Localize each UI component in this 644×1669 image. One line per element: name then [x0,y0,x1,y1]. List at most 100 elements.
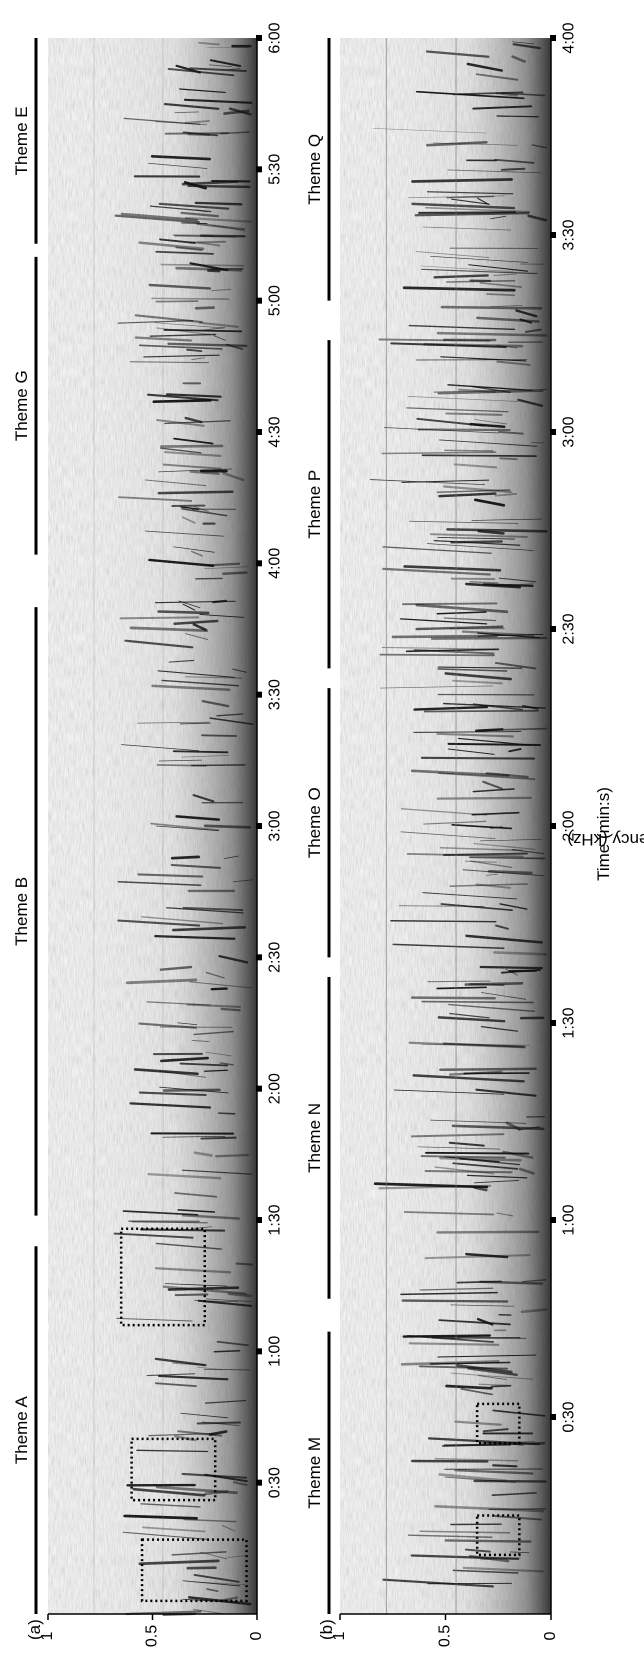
call-stroke [183,1518,237,1523]
call-stroke [408,1342,500,1346]
call-stroke [473,842,536,850]
call-stroke [208,1430,228,1436]
call-stroke [205,1051,232,1057]
call-stroke [219,1062,234,1066]
call-stroke [452,1162,519,1170]
call-stroke [122,1531,208,1540]
call-stroke [439,847,524,852]
call-stroke [453,463,498,469]
highlight-box [140,1538,248,1603]
call-stroke [415,625,504,631]
call-stroke [450,1372,534,1380]
x-tick-label: 3:30 [266,679,283,710]
call-stroke [201,1421,240,1427]
call-stroke [196,209,208,213]
call-stroke [193,1151,213,1157]
call-stroke [174,111,200,114]
low-frequency-band [340,38,551,1614]
call-stroke [474,498,506,507]
call-stroke [402,1334,491,1338]
call-stroke [500,167,526,171]
call-stroke [473,1180,520,1184]
call-stroke [134,336,193,342]
call-stroke [400,1360,500,1366]
call-stroke [213,335,226,341]
call-stroke [480,992,527,1000]
call-stroke [465,934,543,944]
call-stroke [421,1044,530,1046]
call-stroke [438,1319,511,1326]
call-stroke [415,603,509,614]
call-stroke [409,520,519,524]
call-stroke [519,318,533,324]
call-stroke [500,92,546,97]
call-stroke [433,274,489,279]
call-stroke [475,883,512,889]
call-stroke [120,212,199,222]
call-stroke [494,493,518,497]
call-stroke [465,582,522,589]
call-stroke [218,1112,236,1115]
call-stroke [181,1169,253,1175]
call-stroke [140,1228,226,1232]
call-stroke [187,133,211,137]
call-stroke [181,1214,241,1220]
call-stroke [479,965,544,970]
call-stroke [181,507,228,517]
call-stroke [406,853,524,858]
call-stroke [505,1121,521,1131]
call-stroke [427,1437,541,1446]
call-stroke [469,580,499,584]
call-stroke [140,1503,201,1508]
call-stroke [446,528,548,533]
call-stroke [451,1124,545,1131]
x-tick [550,35,556,41]
x-tick [256,1348,262,1355]
x-tick [256,166,262,173]
call-stroke [201,699,230,708]
call-stroke [184,633,209,640]
call-stroke [194,306,215,310]
call-stroke [451,824,513,830]
call-stroke [138,1022,197,1029]
call-stroke [180,506,200,510]
call-stroke [382,1578,494,1588]
call-stroke [400,1291,498,1296]
call-stroke [204,1069,229,1072]
call-stroke [184,216,253,223]
call-stroke [434,1505,545,1513]
call-stroke [158,759,202,762]
call-stroke [426,543,535,551]
call-stroke [138,1559,220,1566]
call-stroke [448,1070,503,1076]
call-stroke [417,1146,501,1150]
call-stroke [220,131,250,135]
call-stroke [442,1042,525,1048]
call-stroke [203,1368,250,1371]
call-stroke [439,1156,522,1162]
call-stroke [194,201,243,206]
call-stroke [184,416,203,424]
highlight-box [475,1402,521,1445]
theme-label: Theme Q [305,134,324,205]
call-stroke [155,1382,197,1388]
call-stroke [178,600,201,609]
call-stroke [186,348,203,353]
call-stroke [489,305,523,307]
call-stroke [420,265,514,272]
call-stroke [437,668,508,672]
call-stroke [182,906,244,911]
call-stroke [220,1007,241,1012]
call-stroke [196,1421,242,1425]
call-stroke [180,211,219,218]
call-stroke [228,107,252,116]
call-stroke [124,639,194,649]
y-tick-label: 1 [39,1631,56,1640]
call-stroke [447,169,541,174]
call-stroke [198,41,220,46]
call-stroke [436,796,532,800]
call-stroke [502,1150,534,1159]
call-stroke [492,1464,518,1468]
call-stroke [498,430,524,435]
x-tick-label: 5:30 [266,154,283,185]
